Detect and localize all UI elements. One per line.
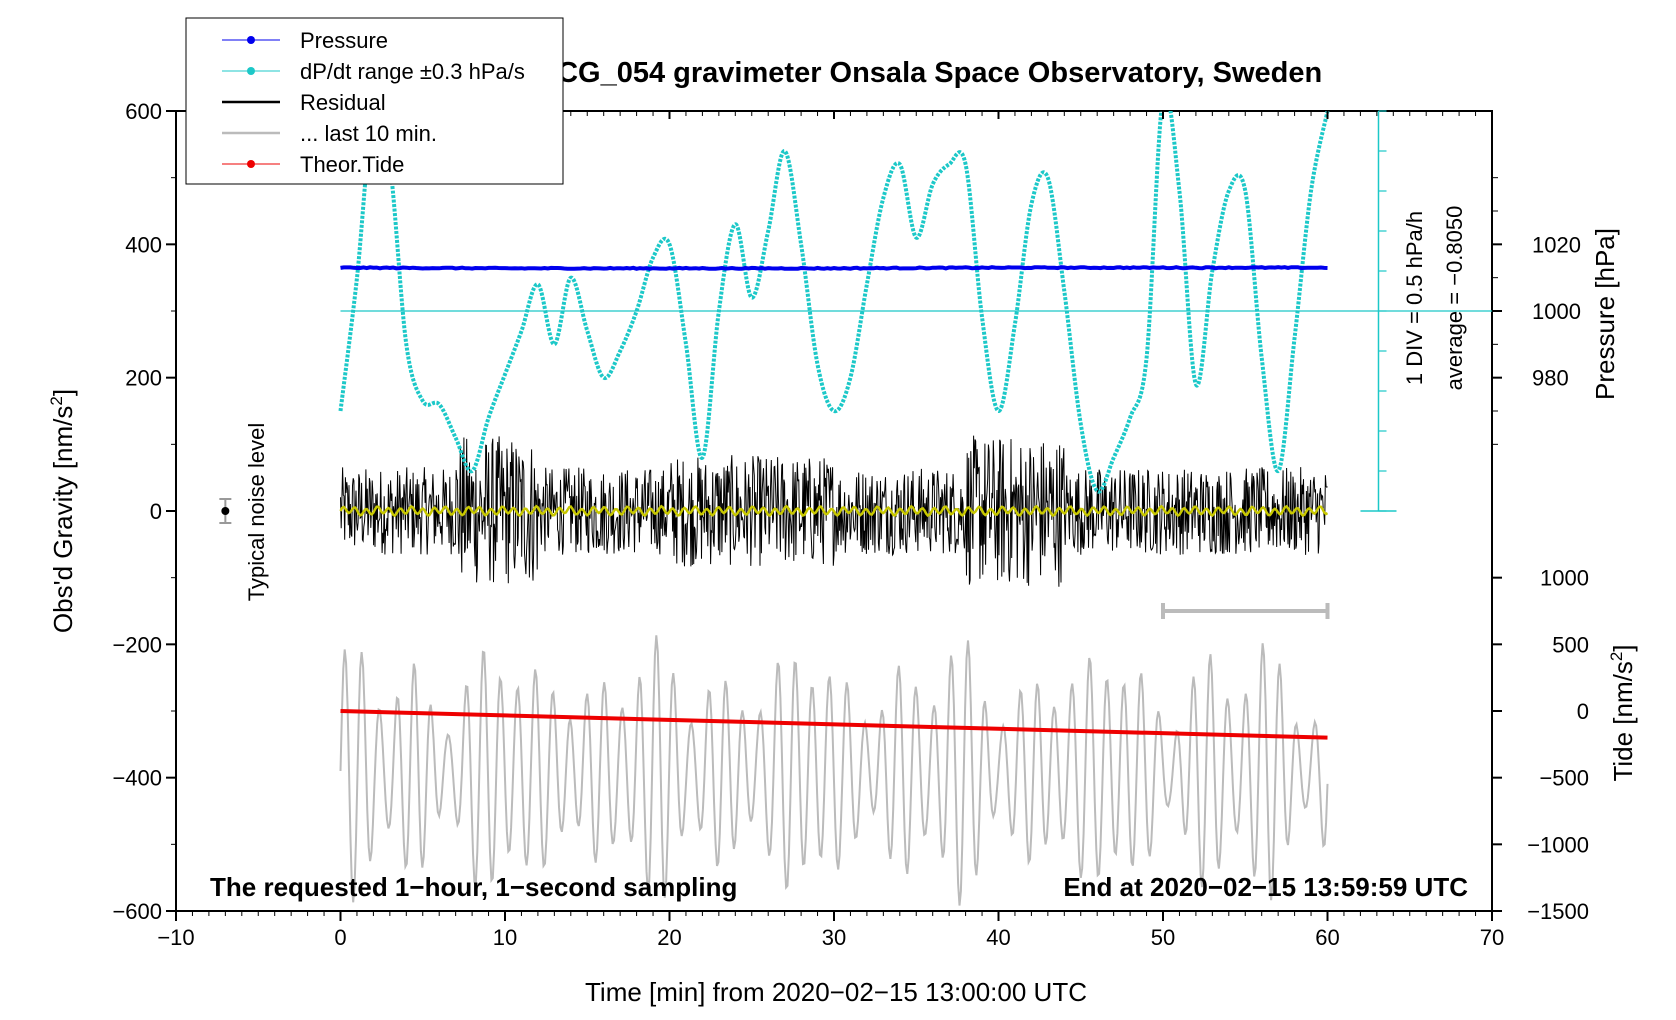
legend-entries: Pressure dP/dt range ±0.3 hPa/s Residual..… <box>222 28 525 177</box>
tide-tick-label: 1000 <box>1540 566 1589 591</box>
chart-title: SCG_054 gravimeter Onsala Space Observat… <box>538 57 1322 89</box>
left-y-tick-label: 400 <box>125 232 162 257</box>
left-y-axis: 600 400 200 0 −200 −400 −600 <box>112 99 176 924</box>
tide-axis-title-end: ] <box>1608 644 1638 651</box>
left-axis-title-sup: 2 <box>47 396 66 405</box>
legend-label: dP/dt range ±0.3 hPa/s <box>300 59 525 84</box>
x-tick-label: 20 <box>657 925 681 950</box>
left-y-tick-label: 0 <box>150 499 162 524</box>
x-tick-label: 40 <box>986 925 1010 950</box>
pressure-tick-label: 980 <box>1532 366 1569 391</box>
left-y-tick-label: 600 <box>125 99 162 124</box>
x-tick-label: 70 <box>1480 925 1504 950</box>
x-axis: −10 0 10 20 30 40 50 60 70 <box>157 111 1504 950</box>
tide-tick-label: −500 <box>1539 766 1589 791</box>
noise-point <box>221 507 230 515</box>
legend-label: Theor.Tide <box>300 152 404 177</box>
tide-axis-title: Tide [nm/s2] <box>1607 644 1638 781</box>
last-10-min-line <box>339 635 1329 906</box>
tide-tick-label: −1500 <box>1527 899 1589 924</box>
x-tick-label: −10 <box>157 925 194 950</box>
left-y-tick-label: −400 <box>112 766 162 791</box>
bottom-right-note: End at 2020−02−15 13:59:59 UTC <box>1063 872 1468 902</box>
pressure-tick-label: 1000 <box>1532 299 1581 324</box>
noise-label: Typical noise level <box>244 423 269 602</box>
dpdt-line <box>338 111 1330 494</box>
pressure-axis: 1020 1000 980 <box>1492 177 1581 445</box>
left-y-tick-label: −200 <box>112 632 162 657</box>
legend-label: ... last 10 min. <box>300 121 437 146</box>
div-label: 1 DIV = 0.5 hPa/h <box>1402 211 1427 385</box>
tide-axis-title-sup: 2 <box>1607 652 1626 661</box>
dpdt-div-scale <box>1360 110 1397 512</box>
pressure-tick-label: 1020 <box>1532 232 1581 257</box>
legend-dot <box>247 67 255 75</box>
legend: Pressure dP/dt range ±0.3 hPa/s Residual..… <box>185 17 564 185</box>
theor-tide-line <box>340 709 1328 740</box>
x-tick-label: 50 <box>1151 925 1175 950</box>
bottom-left-note: The requested 1−hour, 1−second sampling <box>210 872 737 902</box>
left-y-tick-label: −600 <box>112 899 162 924</box>
residual-smoothed-line <box>339 504 1329 518</box>
residual-line <box>340 435 1328 587</box>
left-axis-title-end: ] <box>48 389 78 396</box>
pressure-axis-title: Pressure [hPa] <box>1590 228 1620 400</box>
left-axis-title-main: Obs'd Gravity [nm/s <box>48 406 78 633</box>
legend-label: Pressure <box>300 28 388 53</box>
left-axis-title: Obs'd Gravity [nm/s2] <box>47 389 78 633</box>
legend-dot <box>247 160 255 168</box>
x-tick-label: 0 <box>334 925 346 950</box>
left-y-tick-label: 200 <box>125 366 162 391</box>
tide-tick-label: 0 <box>1577 699 1589 724</box>
tide-axis: 1000 500 0 −500 −1000 −1500 <box>1492 566 1589 924</box>
noise-marker <box>219 498 232 524</box>
x-tick-label: 60 <box>1315 925 1339 950</box>
x-axis-title: Time [min] from 2020−02−15 13:00:00 UTC <box>585 977 1087 1007</box>
tide-tick-label: −1000 <box>1527 832 1589 857</box>
series-layer <box>338 111 1492 906</box>
pressure-line <box>340 265 1328 271</box>
legend-dot <box>247 36 255 44</box>
average-label: average = −0.8050 <box>1442 206 1467 391</box>
x-tick-label: 30 <box>822 925 846 950</box>
legend-label: Residual <box>300 90 386 115</box>
tide-tick-label: 500 <box>1552 632 1589 657</box>
x-tick-label: 10 <box>493 925 517 950</box>
tide-axis-title-main: Tide [nm/s <box>1608 661 1638 781</box>
